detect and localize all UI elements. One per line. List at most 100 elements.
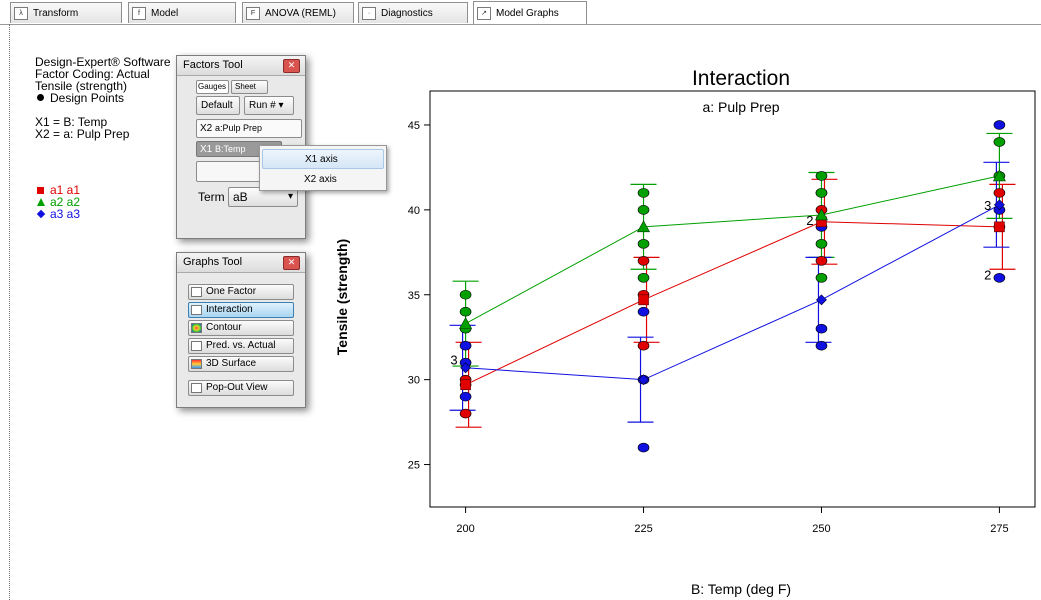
mean-marker (637, 220, 651, 233)
mean-marker (814, 208, 828, 221)
tab-anova[interactable]: F ANOVA (REML) (242, 2, 354, 23)
interaction-icon (191, 305, 202, 315)
design-point (993, 120, 1006, 130)
x-axis-label: B: Temp (deg F) (691, 581, 791, 597)
pred-vs-actual-icon (191, 341, 202, 351)
term-dropdown[interactable]: aB ▾ (228, 187, 298, 207)
diagnostics-icon: · (362, 6, 376, 20)
one-factor-button[interactable]: One Factor (188, 284, 294, 300)
interaction-button[interactable]: Interaction (188, 302, 294, 318)
series-line (465, 221, 1000, 386)
mean-marker (994, 221, 1005, 233)
transform-icon: λ (14, 6, 28, 20)
model-graphs-icon: ↗ (477, 6, 491, 20)
plot-frame (429, 90, 1036, 508)
design-point (815, 255, 828, 266)
tab-transform[interactable]: λ Transform (10, 2, 122, 23)
menu-item-x2-axis[interactable]: X2 axis (304, 174, 337, 185)
design-point (815, 272, 828, 283)
x1-assignment: X1 = B: Temp (35, 115, 108, 129)
mean-marker (460, 379, 471, 391)
tab-label: Model Graphs (496, 7, 559, 19)
chevron-down-icon: ▾ (278, 100, 284, 111)
design-point (815, 340, 828, 351)
tab-gauges[interactable]: Gauges (196, 80, 229, 94)
design-point (993, 188, 1006, 198)
mean-marker (638, 374, 649, 386)
tab-strip: λ Transform f Model F ANOVA (REML) · Dia… (0, 0, 1041, 25)
tab-diagnostics[interactable]: · Diagnostics (358, 2, 468, 23)
design-point (815, 323, 828, 334)
response-name: Tensile (strength) (35, 79, 128, 93)
mean-marker (460, 362, 472, 374)
close-icon[interactable]: ✕ (283, 59, 300, 73)
x2-factor-slot[interactable]: X2 a:Pulp Prep (196, 119, 302, 138)
design-point (459, 306, 472, 317)
x-tick-label: 225 (634, 523, 652, 535)
pop-out-view-button[interactable]: Pop-Out View (188, 380, 294, 396)
pop-out-icon (191, 383, 202, 393)
y-tick-label: 35 (408, 290, 420, 302)
design-point (815, 188, 828, 198)
y-tick-label: 40 (408, 205, 420, 217)
pred-vs-actual-button[interactable]: Pred. vs. Actual (188, 338, 294, 354)
design-points-label: Design Points (35, 92, 171, 104)
y-tick-label: 25 (408, 460, 420, 472)
design-point (637, 340, 650, 351)
graphs-tool-window[interactable]: Graphs Tool ✕ One Factor Interaction Con… (176, 252, 306, 408)
legend-a1: a1 a1 (37, 183, 80, 197)
design-point (459, 289, 472, 300)
close-icon[interactable]: ✕ (283, 256, 300, 270)
graph-info: Design-Expert® Software Factor Coding: A… (35, 56, 171, 140)
x-tick-label: 200 (456, 523, 474, 535)
design-point (993, 137, 1006, 147)
frame-border (9, 24, 10, 600)
design-point (637, 255, 650, 266)
chevron-down-icon: ▾ (287, 191, 293, 202)
3d-surface-button[interactable]: 3D Surface (188, 356, 294, 372)
menu-item-x1-axis[interactable]: X1 axis (262, 149, 384, 169)
chart-title: Interaction (692, 67, 790, 90)
series-line (465, 204, 1000, 381)
chart-subtitle: a: Pulp Prep (702, 99, 779, 115)
design-point (459, 391, 472, 402)
contour-button[interactable]: Contour (188, 320, 294, 336)
design-point (637, 442, 650, 453)
triangle-marker-icon (37, 198, 45, 206)
x2-assignment: X2 = a: Pulp Prep (35, 127, 130, 141)
software-name: Design-Expert® Software (35, 55, 171, 69)
y-axis-label: Tensile (strength) (334, 239, 350, 355)
graphs-tool-title[interactable]: Graphs Tool ✕ (177, 253, 305, 273)
mean-marker (816, 294, 827, 306)
x-tick-label: 250 (812, 523, 830, 535)
design-point (993, 272, 1006, 283)
default-button[interactable]: Default (196, 96, 240, 115)
3d-surface-icon (191, 359, 202, 369)
mean-marker (992, 169, 1006, 182)
tab-model[interactable]: f Model (128, 2, 236, 23)
axis-context-menu[interactable]: X1 axis X2 axis (259, 145, 387, 191)
design-point (637, 188, 650, 198)
mean-marker (993, 199, 1005, 211)
design-point (637, 205, 650, 215)
design-point (815, 239, 828, 249)
factors-tool-title[interactable]: Factors Tool ✕ (177, 56, 305, 76)
factor-coding: Factor Coding: Actual (35, 67, 150, 81)
design-point (459, 340, 472, 351)
tab-label: ANOVA (REML) (265, 7, 336, 19)
mean-marker (638, 294, 649, 306)
design-point (459, 408, 472, 419)
square-marker-icon (37, 187, 44, 194)
contour-icon (191, 323, 202, 333)
replicate-count-label: 3 (984, 198, 991, 213)
legend-a3: a3 a3 (36, 207, 80, 221)
tab-model-graphs[interactable]: ↗ Model Graphs (473, 1, 587, 24)
replicate-count-label: 3 (450, 352, 457, 367)
tab-label: Transform (33, 7, 79, 19)
tab-sheet[interactable]: Sheet (231, 80, 268, 94)
run-number-dropdown[interactable]: Run # ▾ (244, 96, 294, 115)
y-tick-label: 30 (408, 375, 420, 387)
design-point (637, 239, 650, 249)
anova-icon: F (246, 6, 260, 20)
